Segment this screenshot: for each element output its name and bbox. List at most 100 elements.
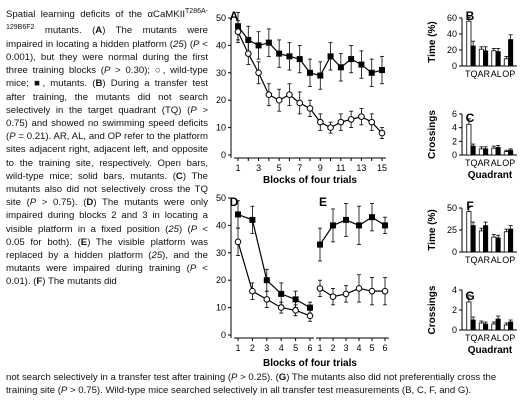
caption-fragment: ) The mutants were impaired in locating … (6, 25, 208, 50)
x-tick-label: 2 (250, 343, 255, 353)
bar-mutant (495, 237, 501, 253)
bar-mutant (470, 225, 476, 253)
x-tick-label: 3 (343, 343, 348, 353)
data-point-wildtype (347, 116, 355, 123)
y-tick-label: 60 (447, 13, 457, 23)
x-tick-label: AL (491, 69, 502, 79)
caption-fragment: ) The mutants also did not preferentiall… (6, 372, 497, 397)
caption-fragment: > 0.75). ( (36, 197, 87, 209)
caption-fragment: ) ( (183, 38, 194, 50)
x-tick-label: TQ (465, 158, 478, 168)
figure-caption-continued: not search selectively in a transfer tes… (6, 371, 514, 397)
series-line (237, 241, 311, 317)
caption-fragment: E (80, 236, 88, 248)
y-tick-label: 30 (216, 68, 226, 78)
x-tick-label: AL (491, 255, 502, 265)
data-point-mutant (358, 61, 365, 68)
x-tick-label: AL (491, 158, 502, 168)
bar-wildtype (478, 322, 484, 331)
data-point-wildtype (306, 105, 314, 112)
x-tick-label: OP (502, 158, 515, 168)
data-point-mutant (368, 69, 375, 76)
bar-wildtype (491, 147, 497, 156)
x-tick-label: AL (491, 333, 502, 343)
caption-fragment: 25 (173, 38, 184, 50)
y-tick-label: 20 (447, 45, 457, 55)
bar-wildtype (466, 211, 472, 253)
caption-fragment: P (60, 385, 68, 397)
data-point-mutant (382, 222, 388, 229)
bar-wildtype (503, 151, 509, 156)
data-point-mutant (348, 56, 355, 63)
bar-mutant (470, 145, 476, 156)
bar-wildtype (478, 48, 484, 67)
bar-wildtype (503, 58, 509, 67)
y-tick-label: 0 (452, 61, 457, 71)
caption-fragment: F (36, 276, 43, 288)
data-point-mutant (292, 296, 299, 303)
caption-fragment: ), and the mutants were impaired during … (6, 250, 208, 275)
y-tick-label: 50 (447, 203, 457, 213)
data-point-mutant (343, 216, 349, 223)
caption-fragment: < 0.001), but they were normal during th… (6, 38, 208, 77)
panel-label: G (465, 289, 474, 303)
y-tick-label: 4 (452, 285, 457, 295)
data-point-wildtype (355, 285, 363, 292)
caption-fragment: 25 (168, 223, 180, 235)
data-point-wildtype (342, 290, 350, 298)
x-axis-label: Quadrant (468, 345, 513, 356)
bar-wildtype (491, 323, 497, 331)
bar-mutant (495, 318, 501, 331)
data-point-wildtype (234, 28, 242, 36)
caption-fragment: not search selectively in a transfer tes… (6, 372, 232, 383)
bar-mutant (508, 228, 514, 253)
x-tick-label: 11 (336, 163, 345, 173)
data-point-wildtype (244, 50, 252, 57)
panel-label: A (230, 9, 239, 23)
caption-fragment: mutants. ( (34, 25, 96, 37)
caption-fragment: ) During a transfer test after training,… (6, 78, 208, 116)
x-tick-label: 6 (382, 343, 387, 353)
y-tick-label: 25 (447, 225, 457, 235)
data-point-mutant (296, 56, 303, 63)
caption-fragment: < 0.05 for both). ( (6, 223, 208, 248)
data-point-mutant (327, 53, 334, 60)
caption-fragment: D (86, 197, 94, 209)
data-point-mutant (379, 67, 385, 74)
y-tick-label: 40 (216, 40, 226, 50)
data-point-mutant (286, 53, 293, 60)
y-tick-label: 0 (221, 150, 226, 160)
caption-fragment: P (190, 104, 197, 116)
data-point-mutant (317, 72, 324, 79)
y-tick-label: 2 (452, 305, 457, 315)
bar-mutant (508, 149, 514, 156)
y-tick-label: 50 (216, 13, 226, 23)
y-tick-label: 10 (216, 303, 226, 313)
caption-fragment: > 0.75) and showed no swimming speed def… (6, 104, 208, 143)
caption-fragment: P (193, 38, 200, 50)
bar-mutant (470, 319, 476, 331)
caption-fragment: ) The mutants were only impaired during … (6, 197, 208, 235)
panel-label: E (319, 195, 327, 209)
bar-mutant (508, 39, 514, 67)
series-line (319, 287, 385, 298)
y-tick-label: 10 (216, 123, 226, 133)
data-point-wildtype (368, 118, 376, 126)
data-point-wildtype (296, 99, 304, 107)
data-point-wildtype (277, 304, 285, 311)
data-point-wildtype (327, 124, 334, 131)
data-point-mutant (249, 216, 256, 223)
caption-fragment: P (190, 223, 198, 235)
caption-fragment: P (29, 197, 37, 209)
caption-fragment: G (278, 372, 287, 383)
x-tick-label: TQ (465, 69, 478, 79)
data-point-mutant (369, 214, 375, 221)
panel-label: D (230, 195, 239, 209)
y-tick-label: 40 (447, 29, 457, 39)
data-point-wildtype (337, 118, 345, 126)
data-point-mutant (265, 39, 272, 46)
bar-mutant (483, 323, 489, 331)
figure-panels: A01020304050Escape latency (s)1357911131… (210, 9, 517, 369)
data-point-mutant (278, 290, 285, 297)
data-point-wildtype (378, 129, 386, 137)
